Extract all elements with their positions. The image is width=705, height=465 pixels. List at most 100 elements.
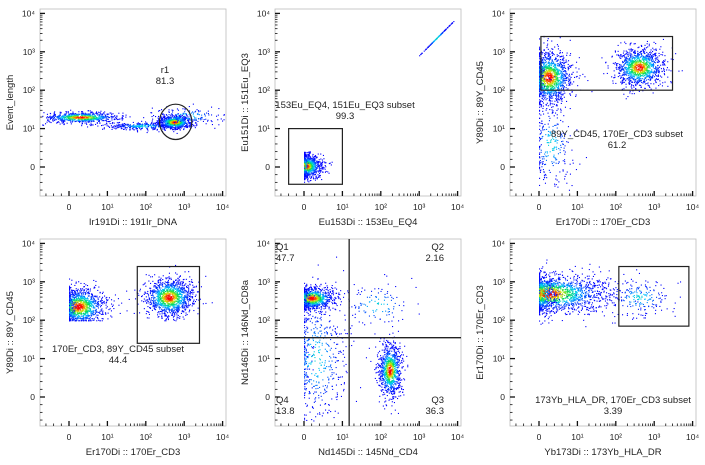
data-point	[120, 124, 122, 126]
data-point	[543, 95, 545, 97]
data-point	[178, 115, 180, 117]
data-point	[553, 73, 555, 75]
data-point	[565, 87, 567, 89]
data-point	[564, 78, 566, 80]
data-point	[634, 81, 636, 83]
data-point	[154, 122, 156, 124]
data-point	[150, 123, 152, 125]
data-point	[545, 72, 547, 74]
x-tick-label: 10²	[140, 202, 152, 212]
data-point	[313, 164, 315, 166]
data-point	[551, 62, 553, 64]
data-point	[321, 165, 323, 167]
data-point	[170, 126, 172, 128]
x-axis-title: Ir191Di :: 191Ir_DNA	[89, 217, 178, 228]
data-point	[619, 64, 621, 66]
data-point	[639, 70, 641, 72]
data-point	[552, 97, 554, 99]
data-point	[545, 75, 547, 77]
data-point	[318, 175, 320, 177]
data-point	[164, 123, 166, 125]
data-point	[69, 119, 71, 121]
data-point	[653, 68, 655, 70]
data-point	[168, 123, 170, 125]
data-point	[562, 76, 564, 78]
data-point	[201, 118, 203, 120]
data-point	[314, 169, 316, 171]
data-point	[116, 115, 118, 117]
data-point	[118, 126, 120, 128]
data-point	[145, 124, 147, 126]
data-point	[142, 124, 144, 126]
data-points	[42, 103, 225, 134]
data-point	[550, 87, 552, 89]
data-point	[111, 126, 113, 128]
data-point	[198, 111, 200, 113]
data-point	[99, 114, 101, 116]
data-point	[100, 110, 102, 112]
data-point	[102, 124, 104, 126]
data-point	[642, 82, 644, 84]
data-point	[556, 78, 558, 80]
data-point	[68, 119, 70, 121]
data-point	[556, 95, 558, 97]
data-point	[543, 99, 545, 101]
data-point	[541, 68, 543, 70]
data-point	[550, 97, 552, 99]
data-point	[636, 73, 638, 75]
data-point	[628, 70, 630, 72]
data-point	[317, 161, 319, 163]
data-point	[84, 118, 86, 120]
data-point	[548, 69, 550, 71]
data-point	[150, 126, 152, 128]
data-point	[629, 43, 631, 45]
data-point	[307, 180, 309, 182]
data-point	[553, 70, 555, 72]
data-point	[82, 118, 84, 120]
data-point	[551, 88, 553, 90]
data-point	[304, 167, 306, 169]
data-point	[84, 113, 86, 115]
data-point	[153, 124, 155, 126]
data-point	[321, 179, 323, 181]
data-point	[178, 117, 180, 119]
data-point	[59, 118, 61, 120]
data-point	[129, 124, 131, 126]
data-point	[306, 172, 308, 174]
data-point	[62, 120, 64, 122]
y-tick-label: 10⁴	[22, 8, 35, 18]
data-point	[67, 111, 69, 113]
data-point	[312, 155, 314, 157]
data-point	[561, 69, 563, 71]
data-point	[547, 85, 549, 87]
data-point	[550, 94, 552, 96]
data-point	[559, 83, 561, 85]
data-point	[199, 110, 201, 112]
data-point	[202, 120, 204, 122]
data-point	[184, 120, 186, 122]
data-point	[83, 119, 85, 121]
data-point	[116, 124, 118, 126]
data-point	[170, 124, 172, 126]
data-point	[310, 162, 312, 164]
data-point	[313, 162, 315, 164]
data-point	[550, 69, 552, 71]
data-point	[551, 87, 553, 89]
data-point	[307, 167, 309, 169]
data-point	[177, 126, 179, 128]
data-point	[629, 79, 631, 81]
data-point	[175, 114, 177, 116]
data-point	[539, 88, 541, 90]
data-point	[551, 75, 553, 77]
data-point	[556, 65, 558, 67]
data-point	[611, 56, 613, 58]
data-point	[160, 124, 162, 126]
data-point	[162, 113, 164, 115]
data-point	[188, 119, 190, 121]
data-point	[100, 113, 102, 115]
data-point	[541, 96, 543, 98]
data-point	[591, 91, 593, 93]
data-point	[557, 73, 559, 75]
data-point	[561, 74, 563, 76]
data-point	[174, 116, 176, 118]
